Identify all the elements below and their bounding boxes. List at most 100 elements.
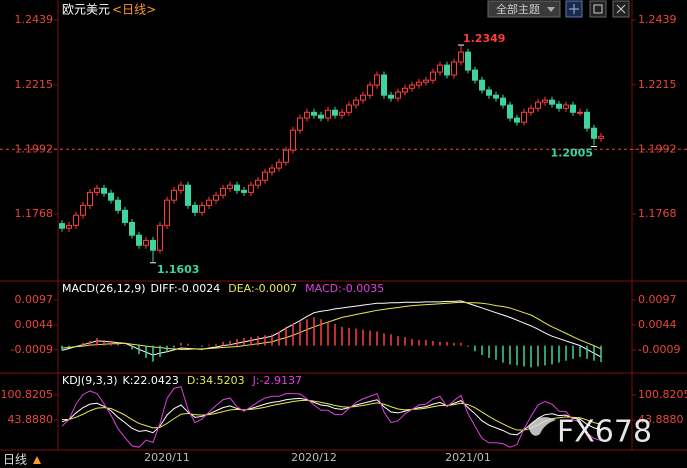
candle-body [150, 239, 156, 251]
annotation-low: 1.1603 [157, 263, 199, 276]
y-tick-label: 1.1768 [15, 207, 54, 220]
candle-body [493, 94, 499, 99]
histogram-bar [362, 329, 364, 346]
candle-body [472, 69, 478, 81]
candle-body [542, 99, 548, 103]
watermark-text: FX678 [557, 415, 652, 450]
histogram-bar [425, 339, 427, 346]
dropdown-arrow[interactable] [547, 7, 555, 12]
histogram-bar [600, 345, 602, 363]
candle-body [318, 114, 324, 119]
button-frame[interactable] [487, 0, 561, 18]
indicator-line [62, 399, 602, 431]
histogram-bar [201, 345, 203, 347]
histogram-bar [117, 343, 119, 346]
histogram-bar [152, 345, 154, 362]
candle-body [199, 204, 205, 213]
candle-body [374, 74, 380, 86]
histogram-bar [418, 339, 420, 346]
histogram-bar [215, 343, 217, 346]
candle-body [388, 94, 394, 99]
candle-body [290, 129, 296, 151]
candle-body [458, 51, 464, 63]
legend-entry: D:34.5203 [187, 374, 245, 387]
plot-area: 1.2439 1.2439 1.2215 1.2215 1.1992 1.1992 1.17… [0, 13, 687, 464]
annotation-low: 1.2005 [551, 147, 593, 160]
histogram-bar [355, 328, 357, 346]
close-icon[interactable] [616, 4, 626, 14]
histogram-bar [481, 345, 483, 356]
histogram-bar [180, 342, 182, 346]
histogram-bar [292, 323, 294, 346]
histogram-bar [453, 342, 455, 346]
candle-body [402, 87, 408, 93]
candle-body [269, 167, 275, 173]
crosshair-icon[interactable] [569, 4, 579, 14]
period-switch[interactable]: 日线 [3, 453, 41, 467]
panel-title: KDJ(9,3,3) [62, 374, 118, 387]
candle-body [360, 94, 366, 101]
candle-body [437, 64, 443, 73]
candle-body [248, 184, 254, 193]
legend-entry: MACD:-0.0035 [305, 282, 384, 295]
close-button[interactable] [612, 0, 630, 18]
y-tick-label-right: 43.8880 [638, 413, 684, 426]
period-switch-arrow[interactable] [33, 456, 41, 464]
legend-entry: K:22.0423 [123, 374, 179, 387]
candle-body [94, 187, 100, 193]
button-frame[interactable] [589, 0, 607, 18]
button-label[interactable]: 全部主题 [496, 2, 540, 16]
histogram-bar [68, 345, 70, 348]
histogram-bar [579, 345, 581, 357]
histogram-bar [166, 345, 168, 353]
y-tick-label: 1.2215 [15, 78, 54, 91]
histogram-bar [404, 337, 406, 346]
candle-body [283, 149, 289, 163]
candle-body [143, 239, 149, 246]
histogram-bar [103, 339, 105, 346]
candle-body [549, 99, 555, 105]
histogram-bar [306, 319, 308, 346]
panel-title: MACD(26,12,9) [62, 282, 146, 295]
candle-body [87, 191, 93, 206]
candle-body [66, 224, 72, 229]
histogram-bar [278, 331, 280, 346]
candle-body [241, 189, 247, 193]
histogram-bar [376, 331, 378, 346]
histogram-bar [411, 339, 413, 346]
histogram-bar [341, 326, 343, 346]
candle-body [409, 84, 415, 89]
histogram-bar [586, 345, 588, 359]
histogram-bar [523, 345, 525, 367]
candle-body [423, 79, 429, 83]
candle-body [584, 111, 590, 129]
theme-button[interactable]: 全部主题 [487, 0, 561, 18]
y-tick-label-right: 1.2215 [638, 78, 677, 91]
histogram-bar [320, 319, 322, 346]
annotation-high: 1.2349 [463, 32, 505, 45]
y-tick-label: 1.1992 [15, 142, 54, 155]
candle-body [311, 111, 317, 116]
histogram-bar [460, 342, 462, 346]
histogram-bar [572, 345, 574, 359]
histogram-bar [110, 341, 112, 346]
y-tick-label: 0.0097 [15, 293, 54, 306]
legend-entry: DIFF:-0.0024 [151, 282, 221, 295]
candle-body [556, 103, 562, 109]
histogram-bar [96, 338, 98, 346]
histogram-bar [509, 345, 511, 365]
histogram-bar [313, 317, 315, 346]
crosshair-button[interactable] [565, 0, 583, 18]
maximize-button[interactable] [589, 0, 607, 18]
histogram-bar [173, 345, 175, 348]
y-tick-label: -0.0009 [11, 343, 53, 356]
period-switch-label[interactable]: 日线 [3, 453, 27, 467]
candle-body [227, 184, 233, 189]
histogram-bar [82, 342, 84, 346]
histogram-bar [138, 345, 140, 355]
histogram-bar [285, 326, 287, 346]
maximize-icon[interactable] [593, 4, 603, 14]
candle-body [80, 204, 86, 216]
